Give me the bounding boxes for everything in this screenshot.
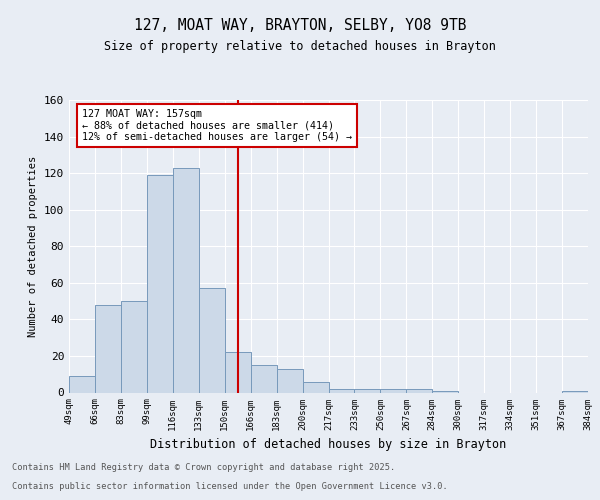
Bar — [380, 389, 406, 392]
Bar — [302, 382, 329, 392]
Text: Size of property relative to detached houses in Brayton: Size of property relative to detached ho… — [104, 40, 496, 53]
Bar — [433, 390, 458, 392]
X-axis label: Distribution of detached houses by size in Brayton: Distribution of detached houses by size … — [151, 438, 506, 451]
Bar — [355, 389, 380, 392]
Text: Contains HM Land Registry data © Crown copyright and database right 2025.: Contains HM Land Registry data © Crown c… — [12, 464, 395, 472]
Text: 127 MOAT WAY: 157sqm
← 88% of detached houses are smaller (414)
12% of semi-deta: 127 MOAT WAY: 157sqm ← 88% of detached h… — [82, 109, 352, 142]
Bar — [173, 168, 199, 392]
Text: 127, MOAT WAY, BRAYTON, SELBY, YO8 9TB: 127, MOAT WAY, BRAYTON, SELBY, YO8 9TB — [134, 18, 466, 32]
Bar — [95, 304, 121, 392]
Bar — [277, 368, 302, 392]
Bar — [251, 365, 277, 392]
Y-axis label: Number of detached properties: Number of detached properties — [28, 156, 38, 337]
Bar — [406, 389, 432, 392]
Bar — [199, 288, 224, 393]
Bar — [225, 352, 251, 393]
Text: Contains public sector information licensed under the Open Government Licence v3: Contains public sector information licen… — [12, 482, 448, 491]
Bar — [121, 301, 147, 392]
Bar — [69, 376, 95, 392]
Bar — [329, 389, 355, 392]
Bar — [562, 390, 588, 392]
Bar — [147, 175, 173, 392]
